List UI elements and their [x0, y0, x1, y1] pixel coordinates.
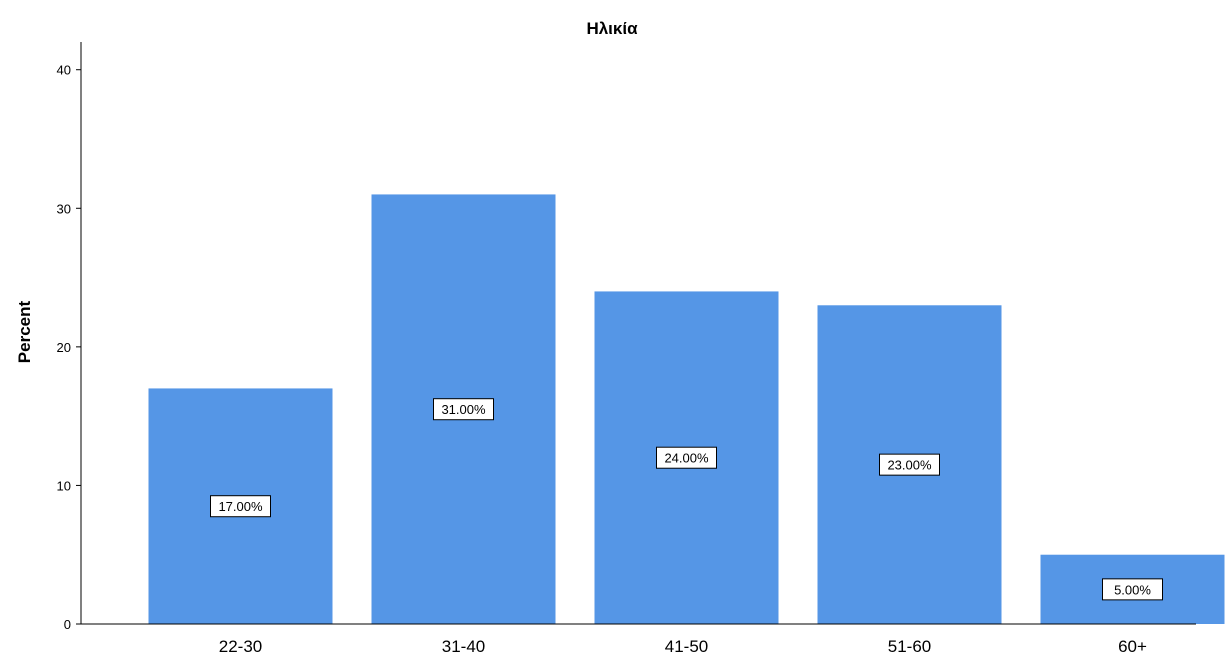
x-tick-label: 60+ [1118, 637, 1147, 656]
data-label: 24.00% [664, 451, 709, 466]
y-axis-ticks: 0 10 20 30 40 [57, 63, 81, 632]
data-label: 17.00% [218, 499, 263, 514]
data-label: 23.00% [887, 458, 932, 473]
x-tick-label: 22-30 [219, 637, 262, 656]
data-label-box [656, 446, 717, 469]
y-tick-label: 30 [57, 201, 71, 216]
data-labels: 17.00% 31.00% 24.00% 23.00% 5.00% [210, 398, 1163, 601]
y-tick-label: 0 [64, 617, 71, 632]
y-tick-label: 10 [57, 478, 71, 493]
chart-title: Ηλικία [586, 19, 638, 38]
y-tick-label: 40 [57, 63, 71, 78]
data-label-box [210, 495, 271, 518]
data-label-box [1102, 578, 1163, 601]
x-tick-label: 41-50 [665, 637, 708, 656]
data-label: 31.00% [441, 402, 486, 417]
data-label: 5.00% [1114, 582, 1151, 597]
data-label-box [879, 453, 940, 476]
x-tick-label: 51-60 [888, 637, 931, 656]
x-axis-ticks: 22-30 31-40 41-50 51-60 60+ [219, 637, 1147, 656]
data-label-box [433, 398, 494, 421]
y-axis-label: Percent [15, 300, 34, 363]
bars [148, 194, 1225, 624]
x-tick-label: 31-40 [442, 637, 485, 656]
y-tick-label: 20 [57, 340, 71, 355]
